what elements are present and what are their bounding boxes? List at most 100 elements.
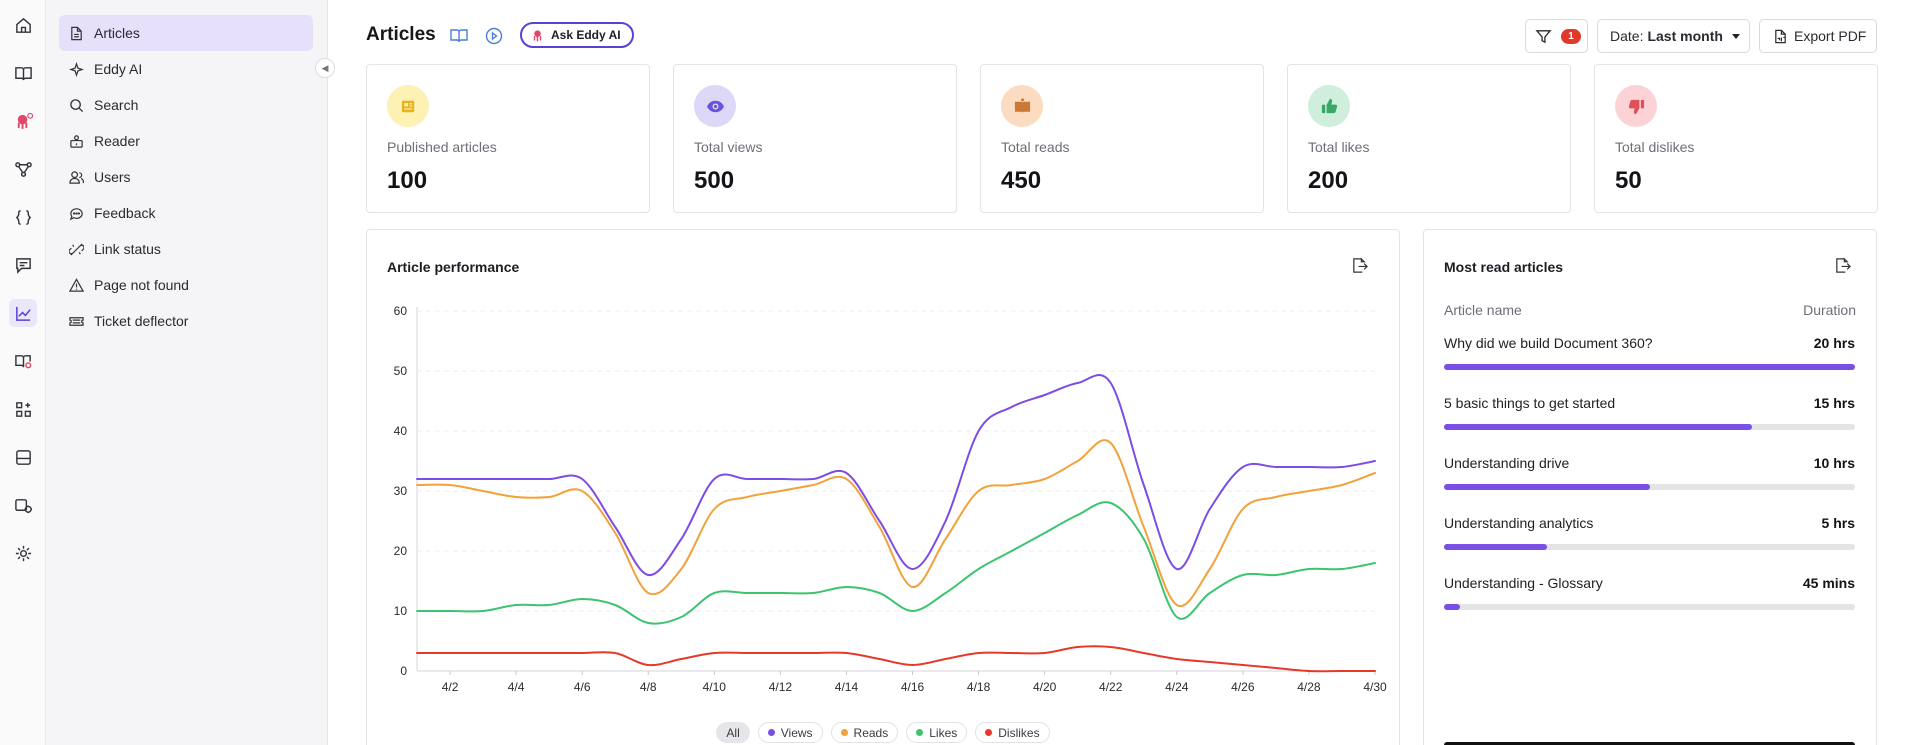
column-header-article-name: Article name (1444, 302, 1522, 318)
collapse-sidebar-button[interactable]: ◀ (315, 58, 335, 78)
export-pdf-button[interactable]: Export PDF (1759, 19, 1877, 53)
date-prefix: Date: (1610, 28, 1644, 44)
legend-filter-views[interactable]: Views (757, 722, 823, 743)
analytics-icon[interactable] (9, 299, 37, 327)
octopus-icon (533, 29, 542, 42)
panel-title: Article performance (387, 259, 520, 275)
x-tick-label: 4/12 (769, 680, 793, 694)
stat-label: Published articles (387, 139, 497, 155)
stat-value: 100 (387, 167, 428, 194)
sidebar-item-page-not-found[interactable]: Page not found (59, 267, 313, 303)
y-tick-label: 60 (394, 304, 408, 318)
site-settings-icon[interactable] (9, 491, 37, 519)
date-range-dropdown[interactable]: Date: Last month (1597, 19, 1750, 53)
progress-track (1444, 484, 1855, 490)
series-line-likes (416, 501, 1376, 625)
legend-dot (985, 729, 993, 736)
stat-label: Total likes (1308, 139, 1370, 155)
legend-dot (916, 729, 924, 736)
sidebar-item-label: Reader (94, 133, 140, 149)
sidebar-item-ticket-deflector[interactable]: Ticket deflector (59, 303, 313, 339)
open-book-icon[interactable] (449, 26, 469, 46)
broken-link-icon (69, 242, 84, 256)
apps-icon[interactable] (9, 395, 37, 423)
sparkle-icon (69, 61, 84, 77)
legend-dot (767, 729, 775, 736)
article-performance-panel: Article performance 0 10 20 30 40 50 60 4/2 4/4 4… (366, 229, 1400, 745)
sidebar-item-search[interactable]: Search (59, 87, 313, 123)
stat-value: 50 (1615, 167, 1642, 194)
article-duration: 20 hrs (1813, 335, 1855, 351)
legend-filter-dislikes[interactable]: Dislikes (975, 722, 1050, 743)
stat-label: Total dislikes (1615, 139, 1695, 155)
legend-filter-reads[interactable]: Reads (830, 722, 899, 743)
export-icon[interactable] (1834, 257, 1851, 274)
workflow-icon[interactable] (9, 155, 37, 183)
article-name: Understanding drive (1444, 455, 1570, 471)
y-tick-label: 40 (394, 424, 408, 438)
x-tick-label: 4/10 (703, 680, 727, 694)
date-value: Last month (1647, 28, 1723, 44)
x-tick-label: 4/14 (835, 680, 859, 694)
sidebar-item-label: Page not found (94, 277, 189, 293)
layout-icon[interactable] (9, 443, 37, 471)
home-icon[interactable] (9, 11, 37, 39)
sidebar-item-label: Articles (94, 25, 140, 41)
export-icon[interactable] (1351, 257, 1368, 274)
pdf-file-icon (1775, 29, 1786, 43)
stat-label: Total reads (1001, 139, 1070, 155)
book-settings-icon[interactable] (9, 347, 37, 375)
x-tick-label: 4/22 (1099, 680, 1123, 694)
sidebar-item-feedback[interactable]: Feedback (59, 195, 313, 231)
progress-fill (1444, 424, 1753, 430)
play-circle-icon[interactable] (484, 26, 504, 46)
column-header-duration: Duration (1803, 302, 1856, 318)
sidebar-item-label: Link status (94, 241, 161, 257)
book-icon[interactable] (9, 59, 37, 87)
octopus-icon[interactable] (9, 107, 37, 135)
y-tick-label: 10 (394, 604, 408, 618)
sidebar-item-users[interactable]: Users (59, 159, 313, 195)
stat-card-published-articles: Published articles 100 (366, 64, 650, 213)
x-tick-label: 4/6 (574, 680, 591, 694)
series-line-dislikes (416, 645, 1376, 673)
y-tick-label: 50 (394, 364, 408, 378)
performance-line-chart: 0 10 20 30 40 50 60 4/2 4/4 4/6 4/8 4/10 4/12 4/14 4/1… (394, 304, 1387, 694)
search-icon (70, 98, 84, 112)
users-icon (69, 170, 84, 184)
progress-track (1444, 424, 1855, 430)
chat-icon[interactable] (9, 251, 37, 279)
caret-down-icon (1731, 33, 1740, 39)
chat-bubble-icon (69, 207, 83, 220)
x-tick-label: 4/30 (1363, 680, 1387, 694)
legend-label: Dislikes (998, 725, 1040, 740)
legend-filter-likes[interactable]: Likes (906, 722, 968, 743)
ask-eddy-ai-button[interactable]: Ask Eddy AI (520, 22, 634, 48)
y-tick-label: 0 (400, 664, 407, 678)
stat-value: 200 (1308, 167, 1349, 194)
series-line-views (416, 374, 1376, 577)
gear-icon[interactable] (9, 539, 37, 567)
document-icon (71, 26, 82, 40)
sidebar-item-link-status[interactable]: Link status (59, 231, 313, 267)
stat-value: 500 (694, 167, 735, 194)
code-braces-icon[interactable] (9, 203, 37, 231)
funnel-icon (1535, 29, 1552, 43)
article-duration: 5 hrs (1821, 515, 1855, 531)
stat-card-total-reads: Total reads 450 (980, 64, 1264, 213)
legend-filter-all[interactable]: All (716, 722, 750, 743)
sidebar-item-label: Users (94, 169, 131, 185)
y-tick-label: 30 (394, 484, 408, 498)
progress-fill (1444, 484, 1650, 490)
sidebar-item-eddy-ai[interactable]: Eddy AI (59, 51, 313, 87)
x-tick-label: 4/2 (442, 680, 459, 694)
sidebar: Articles Eddy AI Search Reader Users Fee… (46, 0, 328, 745)
stat-card-total-views: Total views 500 (673, 64, 957, 213)
article-duration: 15 hrs (1813, 395, 1855, 411)
filter-button[interactable]: 1 (1525, 19, 1588, 53)
sidebar-item-articles[interactable]: Articles (59, 15, 313, 51)
y-tick-label: 20 (394, 544, 408, 558)
sidebar-item-reader[interactable]: Reader (59, 123, 313, 159)
warning-icon (69, 277, 84, 292)
